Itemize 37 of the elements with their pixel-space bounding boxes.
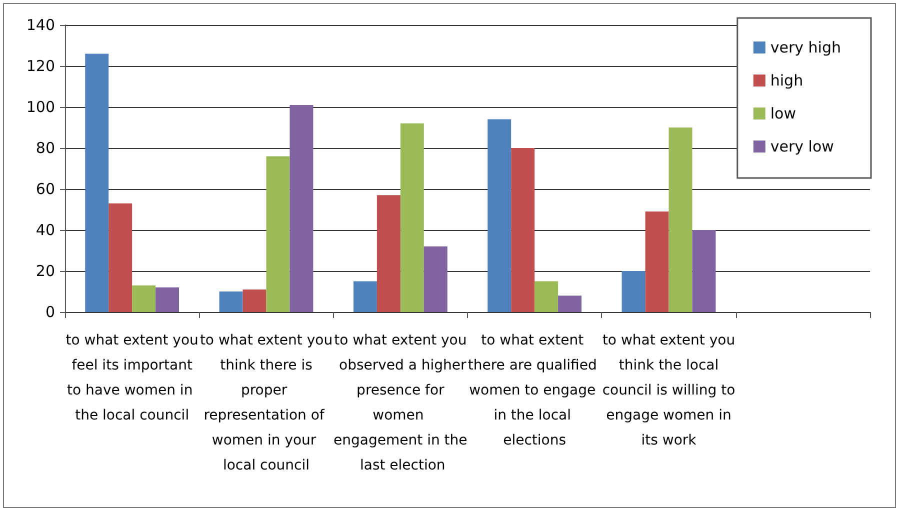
y-tick-label: 100 [26,98,55,116]
x-tick-label: to what extent you think there is proper representation of women in your local council [200,332,333,474]
bar [558,296,582,312]
legend-label: low [770,104,796,122]
y-tick-label: 0 [45,303,55,321]
x-tick-label: to what extent you think the local council is willing to engage women in its work [602,332,736,448]
bar [132,285,156,312]
bar [668,128,692,312]
x-tick-label: to what extent you observed a higher presence for women engagement in the last election [334,332,468,474]
y-tick-label: 20 [36,262,55,280]
bar [400,123,424,312]
bar [511,148,535,312]
bar [156,287,180,312]
y-tick-label: 40 [36,221,55,239]
bar [376,195,400,312]
bar [290,104,314,312]
legend-label: high [770,72,804,90]
bar [353,281,377,312]
bar [219,292,243,312]
bar [488,119,512,312]
bar [242,289,266,312]
y-tick-label: 120 [26,57,55,75]
bar [424,246,448,312]
bar [266,156,290,312]
bar [108,203,132,312]
bar [622,271,646,312]
x-tick-label: to what extent there are qualified women to engage in the local elections [468,332,602,448]
y-tick-label: 140 [26,16,55,34]
y-tick-label: 80 [36,139,55,157]
legend-label: very low [770,138,834,156]
bar [692,230,716,312]
x-tick-label: to what extent you feel its important to have women in the local council [66,332,198,424]
legend-label: very high [770,38,842,56]
bar [85,54,109,312]
bar [534,281,558,312]
y-tick-label: 60 [36,180,55,198]
bar [645,212,669,312]
